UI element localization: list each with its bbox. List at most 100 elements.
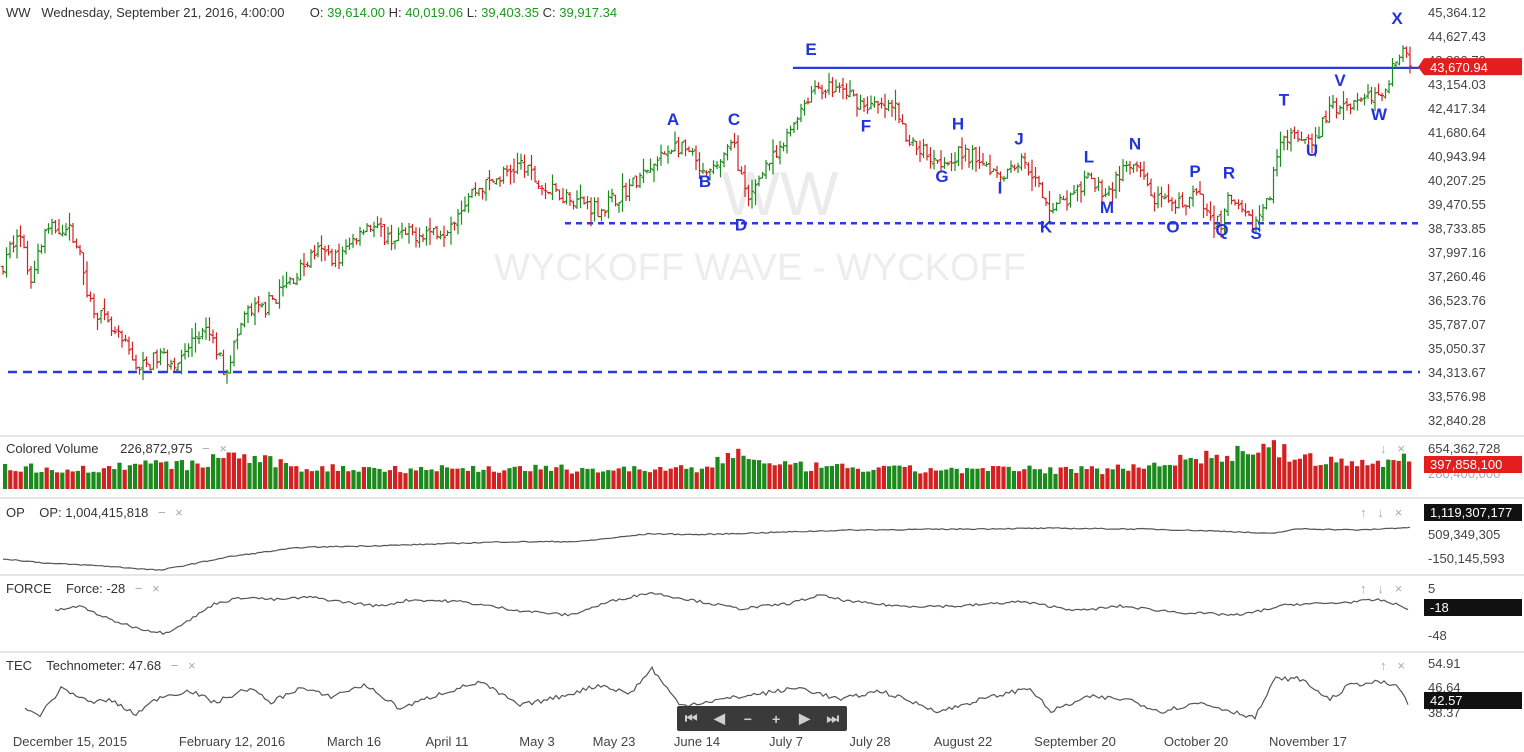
open-value: 39,614.00 <box>327 5 385 20</box>
force-move-down-button[interactable]: ↓ <box>1377 581 1384 596</box>
volume-bar <box>554 467 559 489</box>
volume-bar <box>824 466 829 489</box>
volume-bar <box>876 467 881 489</box>
volume-bar <box>1053 473 1058 489</box>
wave-label-J: J <box>1014 129 1023 148</box>
wave-label-V: V <box>1334 71 1346 90</box>
volume-bar <box>434 471 439 489</box>
force-close-button[interactable]: × <box>152 581 160 596</box>
volume-bar <box>294 466 299 489</box>
volume-bar <box>122 469 127 489</box>
volume-bar <box>1334 462 1339 489</box>
x-axis-label: June 14 <box>674 734 720 749</box>
price-axis-label: 40,943.94 <box>1428 149 1486 164</box>
tec-last-badge <box>1424 692 1522 709</box>
volume-bar <box>871 469 876 489</box>
volume-bar <box>673 467 678 489</box>
volume-bar <box>1006 466 1011 489</box>
volume-bar <box>959 473 964 489</box>
force-minimize-button[interactable]: − <box>134 581 143 596</box>
volume-bar <box>580 467 585 489</box>
volume-bar <box>658 467 663 489</box>
volume-bar <box>1001 466 1006 489</box>
volume-bar <box>975 468 980 489</box>
volume-bar <box>445 467 450 489</box>
op-panel-header: OP OP: 1,004,415,818 − × <box>6 505 183 520</box>
nav-first-button[interactable]: ⏮ <box>684 710 698 726</box>
volume-bar <box>1199 463 1204 489</box>
volume-move-down-button[interactable]: ↓ <box>1380 441 1387 456</box>
wave-label-K: K <box>1040 217 1053 236</box>
volume-bar <box>699 468 704 489</box>
volume-bar <box>1308 453 1313 489</box>
volume-bar <box>1225 455 1230 489</box>
price-axis-label: 42,417.34 <box>1428 101 1486 116</box>
volume-bar <box>991 465 996 489</box>
volume-bar <box>861 471 866 489</box>
volume-bar <box>907 465 912 489</box>
volume-bar <box>367 467 372 489</box>
volume-bar <box>393 466 398 489</box>
wave-label-M: M <box>1100 198 1114 217</box>
volume-bar <box>694 472 699 489</box>
volume-bar <box>627 471 632 489</box>
chart-header: WW Wednesday, September 21, 2016, 4:00:0… <box>6 5 617 20</box>
wave-label-B: B <box>699 172 711 191</box>
volume-bar <box>1048 467 1053 489</box>
volume-bar <box>1277 457 1282 489</box>
volume-bar <box>1037 469 1042 489</box>
tec-panel-header: TEC Technometer: 47.68 − × <box>6 658 196 673</box>
force-move-up-button[interactable]: ↑ <box>1360 581 1367 596</box>
volume-bar <box>148 463 153 489</box>
op-close-button[interactable]: × <box>175 505 183 520</box>
zoom-in-button[interactable]: + <box>772 710 781 727</box>
volume-bar <box>55 472 60 489</box>
volume-bar <box>1282 444 1287 489</box>
nav-prev-button[interactable]: ◀ <box>714 710 725 726</box>
volume-bar <box>1063 466 1068 489</box>
volume-bar <box>741 455 746 489</box>
op-move-up-button[interactable]: ↑ <box>1360 505 1367 520</box>
volume-bar <box>205 466 210 489</box>
volume-bar <box>845 468 850 489</box>
volume-bar <box>169 468 174 489</box>
tec-move-up-button[interactable]: ↑ <box>1380 658 1387 673</box>
volume-panel-name: Colored Volume <box>6 441 99 456</box>
volume-bar <box>1349 461 1354 489</box>
volume-minimize-button[interactable]: − <box>202 441 210 456</box>
force-panel-controls: ↑ ↓ × <box>1360 581 1402 596</box>
volume-bar <box>793 462 798 489</box>
op-panel-label: OP: <box>39 505 62 520</box>
volume-panel-header: Colored Volume 226,872,975 − × <box>6 441 227 456</box>
tec-close-button[interactable]: × <box>188 658 196 673</box>
volume-panel-controls: ↓ × <box>1380 441 1405 456</box>
volume-bar <box>491 471 496 489</box>
op-close-icon[interactable]: × <box>1394 505 1403 520</box>
volume-close-button[interactable]: × <box>219 441 227 456</box>
tec-axis-label-mid: 46.64 <box>1428 680 1461 695</box>
volume-bar <box>798 461 803 489</box>
wave-label-U: U <box>1306 141 1318 160</box>
volume-bar <box>616 468 621 489</box>
tec-minimize-button[interactable]: − <box>170 658 179 673</box>
force-close-icon[interactable]: × <box>1394 581 1403 596</box>
wave-label-A: A <box>667 110 679 129</box>
volume-close-icon[interactable]: × <box>1397 441 1405 456</box>
volume-bar <box>481 469 486 489</box>
volume-bar <box>263 455 268 489</box>
volume-bar <box>1391 460 1396 489</box>
nav-last-button[interactable]: ⏭ <box>826 710 840 726</box>
op-minimize-button[interactable]: − <box>158 505 166 520</box>
zoom-out-button[interactable]: − <box>743 710 752 727</box>
op-axis-label-mid: 509,349,305 <box>1428 527 1500 542</box>
volume-bar <box>1407 461 1412 489</box>
volume-bar <box>611 470 616 489</box>
op-move-down-button[interactable]: ↓ <box>1377 505 1384 520</box>
tec-close-icon[interactable]: × <box>1397 658 1405 673</box>
volume-bar <box>242 454 247 489</box>
wave-label-D: D <box>735 216 747 235</box>
volume-bar <box>387 470 392 489</box>
volume-bar <box>1089 466 1094 489</box>
nav-next-button[interactable]: ▶ <box>799 710 810 726</box>
